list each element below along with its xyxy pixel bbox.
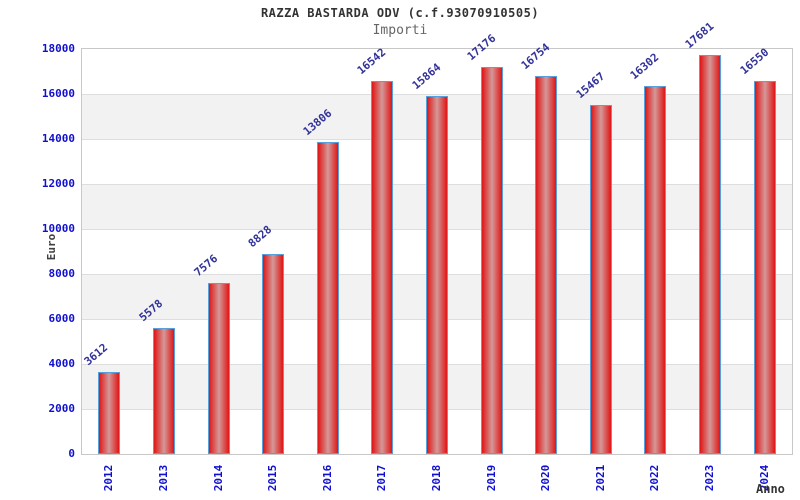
bar: [316, 142, 339, 454]
y-tick-label: 18000: [41, 42, 75, 55]
bar: [644, 86, 667, 454]
y-tick-label: 0: [68, 447, 75, 460]
bar: [207, 282, 230, 454]
plot-band: [82, 49, 792, 94]
y-tick-label: 16000: [41, 87, 75, 100]
gridline: [82, 94, 792, 95]
x-tick-label: 2021: [593, 464, 607, 492]
chart-title: RAZZA BASTARDA ODV (c.f.93070910505): [260, 6, 540, 20]
x-axis-title: Anno: [756, 482, 785, 496]
x-tick-label: 2023: [703, 464, 717, 492]
bar: [480, 66, 503, 454]
bar: [426, 96, 448, 454]
x-tick-label: 2015: [266, 464, 280, 492]
y-tick-label: 10000: [41, 222, 75, 235]
x-tick-label: 2014: [211, 464, 225, 492]
chart-subtitle: Importi: [372, 23, 428, 38]
x-tick-label: 2022: [648, 464, 662, 492]
bar: [589, 105, 612, 454]
x-tick-label: 2016: [320, 464, 334, 492]
y-tick-label: 2000: [48, 402, 76, 415]
bar: [152, 327, 175, 454]
x-tick-label: 2012: [102, 464, 116, 492]
x-tick-label: 2018: [430, 464, 443, 492]
bar: [262, 254, 285, 454]
x-tick-label: 2013: [156, 464, 170, 492]
x-tick-label: 2017: [375, 464, 389, 492]
bar: [98, 371, 121, 454]
x-tick-label: 2020: [539, 464, 553, 492]
plot-area: 3612 5578 7576 8828 13806 16542 15864 17176 1675…: [81, 20, 793, 455]
y-tick-label: 14000: [41, 132, 75, 145]
y-tick-label: 6000: [48, 312, 76, 325]
x-tick-label: 2019: [484, 464, 498, 492]
y-tick-label: 8000: [48, 267, 76, 280]
bar: [753, 80, 776, 454]
bar: [699, 55, 722, 454]
y-tick-label: 4000: [48, 357, 76, 370]
bar: [371, 80, 394, 454]
y-tick-label: 12000: [41, 177, 75, 190]
bar: [535, 76, 558, 454]
